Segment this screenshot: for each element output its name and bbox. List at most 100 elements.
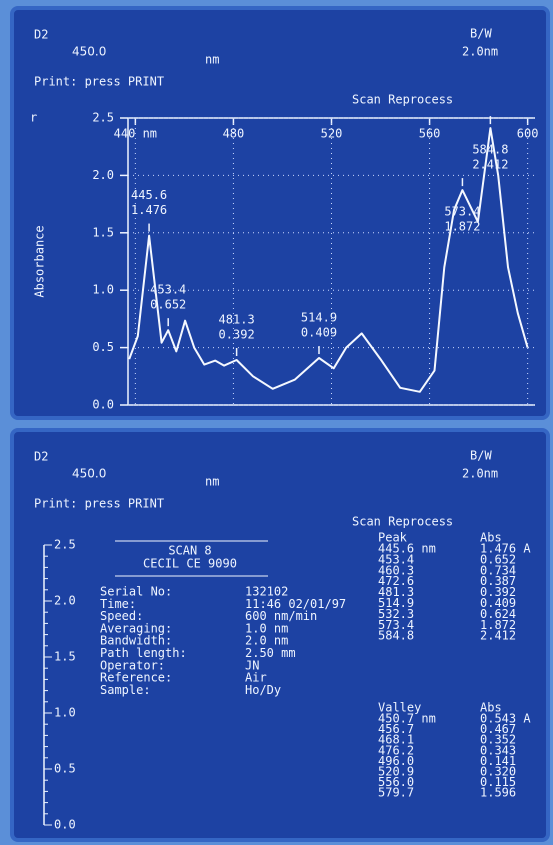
table-header: Peak	[378, 531, 408, 545]
prompt: Print: press PRINT	[34, 497, 164, 511]
menu: Scan Reprocess	[352, 93, 453, 107]
y-tick-label: 0.5	[92, 340, 114, 354]
table-wavelength: 532.3	[378, 607, 414, 621]
peak-absorbance: 1.476	[131, 203, 167, 217]
report-instrument: CECIL CE 9090	[143, 557, 237, 571]
table-wavelength: 456.7	[378, 722, 414, 736]
field-value: 2.0 nm	[245, 634, 288, 648]
table-absorbance: 0.343	[480, 743, 516, 757]
table-wavelength: 460.3	[378, 563, 414, 577]
peak-absorbance: 1.872	[444, 220, 480, 234]
y-tick-label: 1.0	[92, 283, 114, 297]
field-label: Averaging:	[100, 621, 172, 635]
table-wavelength: 476.2	[378, 743, 414, 757]
field-value: 11:46 02/01/97	[245, 597, 346, 611]
field-value: 600 nm/min	[245, 609, 317, 623]
bandwidth: 2.0nm	[462, 467, 498, 481]
peak-wavelength: 445.6	[131, 188, 167, 202]
table-wavelength: 472.6	[378, 574, 414, 588]
field-label: Time:	[100, 597, 136, 611]
field-value: Ho/Dy	[245, 683, 281, 697]
bandwidth: 2.0nm	[462, 45, 498, 59]
field-label: Speed:	[100, 609, 143, 623]
table-absorbance: 0.141	[480, 754, 516, 768]
prompt: Print: press PRINT	[34, 75, 164, 89]
y-axis-label: Absorbance	[33, 225, 47, 297]
table-absorbance: 0.734	[480, 563, 516, 577]
y-tick-label: 0.0	[92, 398, 114, 412]
table-wavelength: 453.4	[378, 552, 414, 566]
table-absorbance: 1.476 A	[480, 542, 531, 556]
y-tick-label: 2.5	[92, 111, 114, 125]
table-wavelength: 520.9	[378, 765, 414, 779]
field-label: Operator:	[100, 658, 165, 672]
axis-marker: r	[30, 111, 37, 125]
table-header: Valley	[378, 701, 421, 715]
table-wavelength: 445.6 nm	[378, 542, 436, 556]
table-absorbance: 0.543 A	[480, 712, 531, 726]
menu: Scan Reprocess	[352, 515, 453, 529]
peak-absorbance: 0.392	[219, 327, 255, 341]
table-absorbance: 0.624	[480, 607, 516, 621]
table-absorbance: 1.872	[480, 618, 516, 632]
peak-wavelength: 481.3	[219, 312, 255, 326]
table-absorbance: 1.596	[480, 786, 516, 800]
table-wavelength: 496.0	[378, 754, 414, 768]
peak-wavelength: 514.9	[301, 311, 337, 325]
table-wavelength: 514.9	[378, 596, 414, 610]
field-label: Reference:	[100, 671, 172, 685]
table-absorbance: 0.352	[480, 733, 516, 747]
table-wavelength: 584.8	[378, 629, 414, 643]
report-title: SCAN 8	[168, 544, 211, 558]
table-absorbance: 0.320	[480, 765, 516, 779]
table-wavelength: 468.1	[378, 733, 414, 747]
table-absorbance: 0.652	[480, 552, 516, 566]
bottom-axis-label: 2.5	[54, 538, 76, 552]
table-absorbance: 0.387	[480, 574, 516, 588]
table-wavelength: 573.4	[378, 618, 414, 632]
peak-wavelength: 453.4	[150, 283, 186, 297]
peak-absorbance: 0.409	[301, 326, 337, 340]
source: D2	[34, 450, 48, 464]
peak-wavelength: 573.4	[444, 205, 480, 219]
top-screen	[10, 6, 550, 420]
y-tick-label: 2.0	[92, 168, 114, 182]
field-label: Path length:	[100, 646, 187, 660]
field-label: Bandwidth:	[100, 634, 172, 648]
wavelength: 450.0	[72, 467, 106, 481]
field-label: Sample:	[100, 683, 151, 697]
bottom-axis-label: 0.5	[54, 762, 76, 776]
field-value: JN	[245, 658, 259, 672]
field-value: Air	[245, 671, 267, 685]
bandwidth-label: B/W	[470, 27, 492, 41]
table-wavelength: 579.7	[378, 786, 414, 800]
peak-wavelength: 584.8	[472, 143, 508, 157]
table-absorbance: 0.392	[480, 585, 516, 599]
peak-absorbance: 0.652	[150, 298, 186, 312]
bandwidth-label: B/W	[470, 449, 492, 463]
table-wavelength: 556.0	[378, 775, 414, 789]
bottom-axis-label: 0.0	[54, 818, 76, 832]
wavelength-unit: nm	[205, 53, 219, 67]
wavelength: 450.0	[72, 45, 106, 59]
field-label: Serial No:	[100, 585, 172, 599]
bottom-screen	[10, 428, 550, 842]
bottom-axis-label: 1.5	[54, 650, 76, 664]
source: D2	[34, 28, 48, 42]
table-absorbance: 2.412	[480, 629, 516, 643]
table-header: Abs	[480, 531, 502, 545]
peak-absorbance: 2.412	[472, 158, 508, 172]
y-tick-label: 1.5	[92, 225, 114, 239]
bottom-axis-label: 1.0	[54, 706, 76, 720]
table-wavelength: 450.7 nm	[378, 712, 436, 726]
wavelength-unit: nm	[205, 475, 219, 489]
table-header: Abs	[480, 701, 502, 715]
field-value: 1.0 nm	[245, 621, 288, 635]
field-value: 132102	[245, 585, 288, 599]
spectrum-line	[128, 127, 529, 393]
field-value: 2.50 mm	[245, 646, 296, 660]
table-absorbance: 0.467	[480, 722, 516, 736]
table-absorbance: 0.409	[480, 596, 516, 610]
